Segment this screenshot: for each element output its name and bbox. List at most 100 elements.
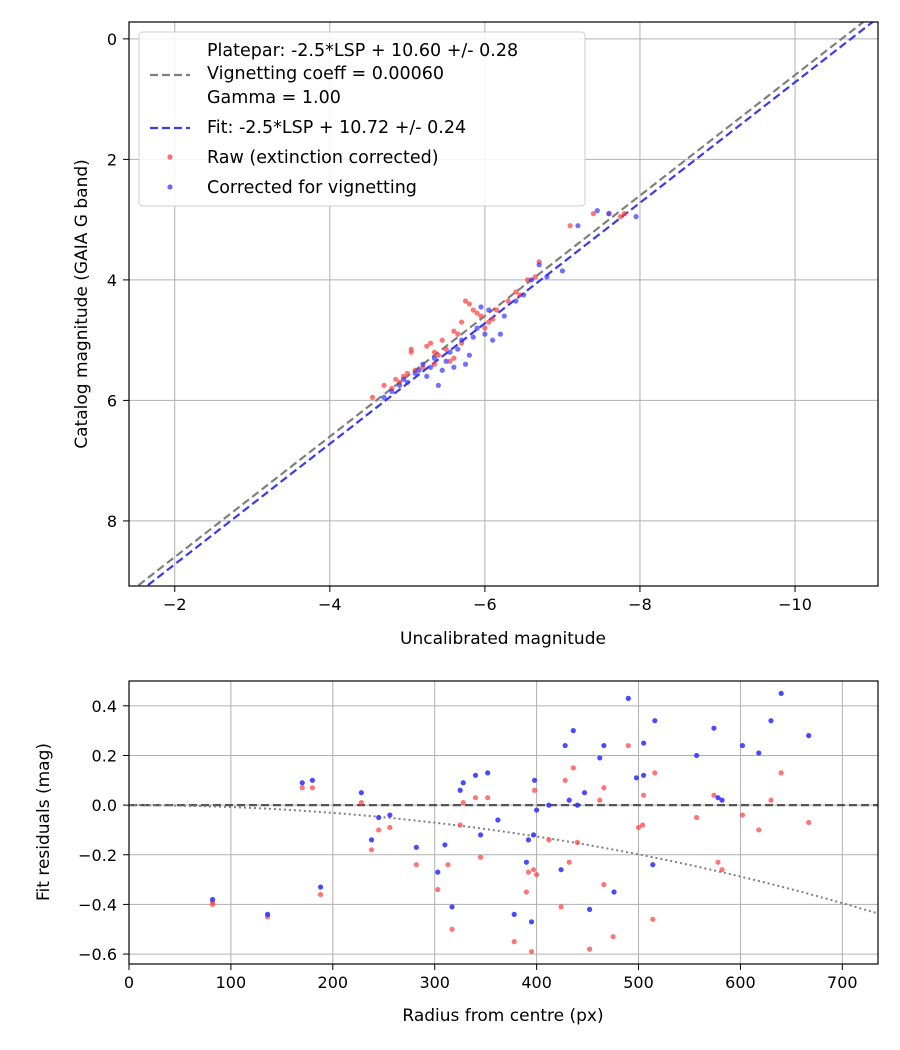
top-point-corrected xyxy=(528,277,535,283)
top-point-raw xyxy=(462,298,469,304)
bottom-point-raw xyxy=(566,859,572,865)
bottom-grid xyxy=(128,681,878,964)
bottom-x-tick-label: 500 xyxy=(623,973,654,992)
top-point-corrected xyxy=(404,379,410,385)
bottom-point-raw xyxy=(641,792,647,798)
bottom-ticks: 0 100 200 300 400 500 600 700 0.4 0.2 0.0 −0.2 −0.4 −… xyxy=(78,697,857,992)
bottom-x-tick-label: 400 xyxy=(521,973,552,992)
bottom-point-raw xyxy=(711,792,717,798)
bottom-point-corrected xyxy=(368,837,375,843)
legend-entry-raw: Raw (extinction corrected) xyxy=(207,148,439,168)
bottom-y-tick-label: 0.4 xyxy=(92,697,117,716)
legend-entry-corrected: Corrected for vignetting xyxy=(207,178,417,198)
bottom-point-raw xyxy=(587,946,593,952)
bottom-x-tick-label: 600 xyxy=(725,973,756,992)
top-point-corrected xyxy=(400,376,407,382)
bottom-point-corrected xyxy=(435,869,441,875)
bottom-line-vignetting-model xyxy=(129,804,878,915)
top-point-raw xyxy=(482,325,488,331)
bottom-point-raw xyxy=(457,822,463,828)
top-point-raw xyxy=(524,277,531,283)
bottom-point-raw xyxy=(525,869,532,875)
bottom-point-corrected xyxy=(756,750,762,756)
top-point-raw xyxy=(428,340,434,346)
top-point-corrected xyxy=(544,274,550,280)
top-point-corrected xyxy=(435,382,441,388)
top-point-corrected xyxy=(633,214,639,220)
top-point-corrected xyxy=(478,304,484,310)
top-point-corrected xyxy=(575,223,581,229)
top-point-raw xyxy=(393,376,399,382)
top-point-raw xyxy=(513,289,519,295)
bottom-x-tick-label: 200 xyxy=(318,973,349,992)
top-point-corrected xyxy=(459,337,465,343)
top-point-corrected xyxy=(490,337,496,343)
top-x-tick-label: −6 xyxy=(473,595,497,614)
bottom-y-axis-label: Fit residuals (mag) xyxy=(34,743,54,901)
top-point-raw xyxy=(451,328,457,334)
bottom-point-raw xyxy=(558,904,564,910)
bottom-y-tick-label: −0.6 xyxy=(78,945,117,964)
bottom-point-corrected xyxy=(472,772,479,778)
bottom-point-raw xyxy=(387,824,393,831)
bottom-point-raw xyxy=(460,800,466,806)
bottom-point-corrected xyxy=(264,911,271,917)
top-x-tick-label: −4 xyxy=(318,595,342,614)
bottom-point-corrected xyxy=(566,797,572,803)
bottom-point-corrected xyxy=(711,725,717,731)
top-point-corrected xyxy=(536,262,542,268)
bottom-point-corrected xyxy=(650,862,656,868)
top-ticks: −2 −4 −6 −8 −10 0 2 4 6 8 xyxy=(107,30,812,614)
bottom-point-raw xyxy=(413,862,419,868)
top-x-axis-label: Uncalibrated magnitude xyxy=(400,629,606,649)
bottom-point-corrected xyxy=(715,795,721,801)
bottom-point-corrected xyxy=(376,814,382,821)
bottom-point-corrected xyxy=(641,772,647,778)
top-point-raw xyxy=(478,313,484,319)
bottom-point-raw xyxy=(601,881,607,888)
bottom-point-corrected xyxy=(562,742,568,749)
top-point-corrected xyxy=(439,367,445,373)
top-point-raw xyxy=(621,211,628,217)
top-point-raw xyxy=(617,214,624,220)
bottom-point-raw xyxy=(570,765,576,771)
bottom-point-raw xyxy=(530,867,537,873)
bottom-axes-frame xyxy=(128,680,879,965)
bottom-point-corrected xyxy=(601,742,607,749)
bottom-point-raw xyxy=(610,934,616,940)
top-point-raw xyxy=(486,319,492,325)
bottom-point-corrected xyxy=(587,906,593,912)
bottom-point-raw xyxy=(625,742,631,749)
bottom-point-raw xyxy=(768,797,774,803)
bottom-x-axis-label: Radius from centre (px) xyxy=(402,1006,603,1026)
bottom-point-raw xyxy=(650,916,656,922)
legend: Platepar: -2.5*LSP + 10.60 +/- 0.28 Vign… xyxy=(138,31,586,207)
top-point-corrected xyxy=(451,364,457,370)
bottom-y-tick-label: 0.2 xyxy=(92,746,117,765)
top-y-tick-label: 2 xyxy=(107,150,117,169)
top-point-corrected xyxy=(428,364,434,370)
bottom-point-corrected xyxy=(633,775,640,781)
bottom-point-raw xyxy=(601,785,607,791)
bottom-point-raw xyxy=(778,770,784,776)
top-point-corrected xyxy=(513,298,519,304)
top-point-raw xyxy=(532,274,538,280)
bottom-point-raw xyxy=(485,795,491,801)
bottom-point-raw xyxy=(652,770,658,776)
bottom-point-corrected xyxy=(570,728,576,734)
top-scatter-points xyxy=(369,208,639,400)
top-point-corrected xyxy=(455,346,461,352)
bottom-point-corrected xyxy=(358,790,364,796)
top-point-raw xyxy=(517,292,523,298)
bottom-point-corrected xyxy=(449,904,455,910)
top-point-corrected xyxy=(470,334,476,340)
bottom-point-corrected xyxy=(525,837,532,843)
bottom-point-corrected xyxy=(511,911,517,917)
top-x-tick-label: −8 xyxy=(628,595,652,614)
bottom-point-raw xyxy=(528,948,535,955)
top-y-tick-label: 6 xyxy=(107,391,117,410)
top-x-tick-label: −10 xyxy=(778,595,812,614)
top-point-raw xyxy=(505,298,511,304)
top-point-raw xyxy=(470,307,476,313)
